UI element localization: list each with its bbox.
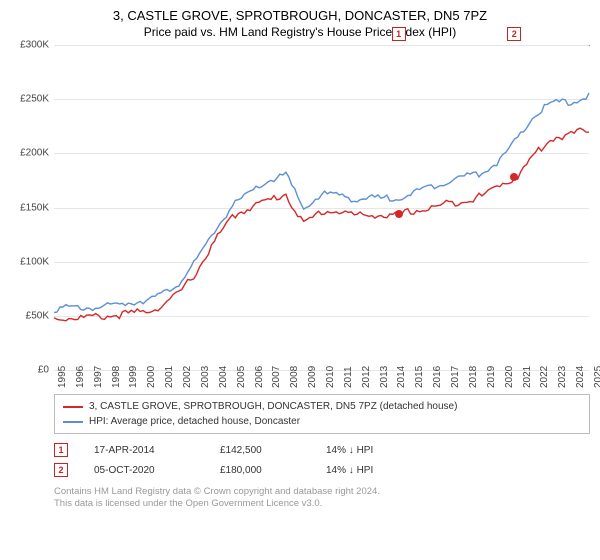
x-tick-label: 2001: [164, 366, 175, 388]
y-tick-label: £250K: [20, 94, 49, 105]
transaction-date: 17-APR-2014: [94, 445, 194, 456]
x-tick-label: 2013: [379, 366, 390, 388]
transaction-price: £142,500: [220, 445, 300, 456]
x-tick-label: 2000: [146, 366, 157, 388]
legend-swatch: [63, 421, 83, 423]
attribution: Contains HM Land Registry data © Crown c…: [54, 486, 590, 511]
x-tick-label: 2018: [468, 366, 479, 388]
x-tick-label: 1996: [75, 366, 86, 388]
x-tick-label: 2014: [396, 366, 407, 388]
x-tick-label: 2019: [486, 366, 497, 388]
title-block: 3, CASTLE GROVE, SPROTBROUGH, DONCASTER,…: [10, 8, 590, 39]
transaction-row: 1 17-APR-2014 £142,500 14% ↓ HPI: [54, 440, 590, 460]
x-tick-label: 2012: [361, 366, 372, 388]
x-tick-label: 2023: [557, 366, 568, 388]
marker-dot-1: [395, 210, 403, 218]
line-svg: [54, 45, 589, 369]
transaction-row: 2 05-OCT-2020 £180,000 14% ↓ HPI: [54, 460, 590, 480]
x-tick-label: 2002: [182, 366, 193, 388]
chart-marker-1: 1: [392, 27, 406, 41]
transaction-date: 05-OCT-2020: [94, 465, 194, 476]
x-tick-label: 2004: [218, 366, 229, 388]
transaction-marker: 1: [54, 443, 68, 457]
x-tick-label: 2015: [414, 366, 425, 388]
x-tick-label: 2003: [200, 366, 211, 388]
transaction-table: 1 17-APR-2014 £142,500 14% ↓ HPI 2 05-OCT-202…: [54, 440, 590, 480]
series-price_paid: [54, 128, 589, 321]
x-tick-label: 2017: [450, 366, 461, 388]
x-tick-label: 2011: [343, 366, 354, 388]
legend-row: HPI: Average price, detached house, Donc…: [63, 414, 581, 429]
x-tick-label: 2024: [575, 366, 586, 388]
transaction-delta: 14% ↓ HPI: [326, 445, 373, 456]
transaction-delta: 14% ↓ HPI: [326, 465, 373, 476]
x-tick-label: 2010: [325, 366, 336, 388]
y-tick-label: £300K: [20, 40, 49, 51]
x-tick-label: 1998: [111, 366, 122, 388]
legend-label: HPI: Average price, detached house, Donc…: [89, 416, 300, 427]
chart-subtitle: Price paid vs. HM Land Registry's House …: [10, 25, 590, 39]
x-tick-label: 2005: [236, 366, 247, 388]
legend-row: 3, CASTLE GROVE, SPROTBROUGH, DONCASTER,…: [63, 399, 581, 414]
y-tick-label: £50K: [26, 310, 49, 321]
x-tick-label: 2016: [432, 366, 443, 388]
attribution-line1: Contains HM Land Registry data © Crown c…: [54, 486, 590, 498]
x-tick-label: 1995: [57, 366, 68, 388]
legend-swatch: [63, 406, 83, 408]
y-tick-label: £100K: [20, 256, 49, 267]
plot-area: 12: [54, 45, 590, 46]
x-tick-label: 2020: [504, 366, 515, 388]
y-tick-label: £0: [38, 365, 49, 376]
x-tick-label: 2006: [254, 366, 265, 388]
x-tick-label: 2008: [289, 366, 300, 388]
x-tick-label: 2021: [522, 366, 533, 388]
x-tick-label: 2007: [271, 366, 282, 388]
y-tick-label: £200K: [20, 148, 49, 159]
x-tick-label: 2009: [307, 366, 318, 388]
attribution-line2: This data is licensed under the Open Gov…: [54, 498, 590, 510]
chart-wrap: £0£50K£100K£150K£200K£250K£300K 12 19951…: [10, 45, 590, 390]
x-tick-label: 2025: [593, 366, 600, 388]
series-hpi: [54, 93, 589, 312]
chart-title: 3, CASTLE GROVE, SPROTBROUGH, DONCASTER,…: [10, 8, 590, 23]
transaction-marker: 2: [54, 463, 68, 477]
x-tick-label: 2022: [539, 366, 550, 388]
y-axis: £0£50K£100K£150K£200K£250K£300K: [10, 45, 52, 370]
y-tick-label: £150K: [20, 202, 49, 213]
x-tick-label: 1999: [128, 366, 139, 388]
legend-label: 3, CASTLE GROVE, SPROTBROUGH, DONCASTER,…: [89, 401, 457, 412]
page-container: 3, CASTLE GROVE, SPROTBROUGH, DONCASTER,…: [0, 0, 600, 560]
legend-box: 3, CASTLE GROVE, SPROTBROUGH, DONCASTER,…: [54, 394, 590, 434]
chart-marker-2: 2: [507, 27, 521, 41]
transaction-price: £180,000: [220, 465, 300, 476]
marker-dot-2: [510, 173, 518, 181]
x-axis: 1995199619971998199920002001200220032004…: [54, 370, 590, 390]
x-tick-label: 1997: [93, 366, 104, 388]
